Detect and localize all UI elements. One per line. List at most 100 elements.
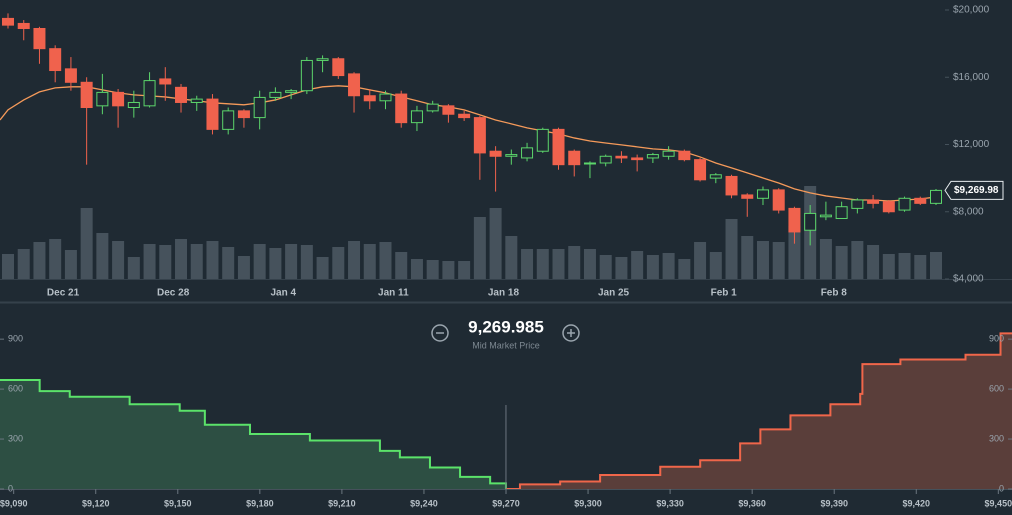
x-tick-label: Feb 1 [711,288,738,299]
candle-body [442,105,455,115]
volume-bar [112,241,125,279]
candle-body [348,73,361,97]
volume-bar [930,252,942,279]
candle-body [867,199,880,204]
volume-bar [536,249,549,279]
y-tick-label: 600 [989,383,1004,393]
volume-bar [788,226,801,279]
candle-body [2,17,14,26]
candle-body [80,81,93,109]
x-tick-label: $9,120 [82,498,110,508]
candle-body [552,128,565,166]
volume-bar [599,255,612,279]
volume-bar [521,249,534,279]
y-tick-label: $16,000 [953,72,990,83]
candle-body [363,95,376,102]
y-tick-label: $8,000 [953,206,984,217]
volume-bar [662,253,675,279]
zoom-in-circle[interactable] [562,324,580,342]
candle-body [206,98,219,130]
volume-bar [17,249,30,279]
volume-bar [2,254,14,279]
volume-bar [222,247,235,279]
volume-bar [819,239,832,279]
candle-body [756,189,769,199]
volume-bar [395,252,408,279]
volume-bar [237,256,250,279]
candle-body [458,113,471,119]
candle-body [583,162,596,165]
x-tick-label: $9,240 [410,498,438,508]
bids-line [0,378,507,489]
candle-body [410,110,423,124]
volume-bar [175,239,188,279]
volume-bar [285,244,298,279]
volume-bar [694,242,707,279]
candle-body [599,155,612,164]
candle-body [127,101,140,109]
candle-body [253,96,266,119]
candle-body [489,150,502,157]
last-price-label: $9,269.98 [954,185,999,196]
x-tick-label: $9,270 [492,498,520,508]
volume-bar [190,244,203,279]
volume-bar [96,233,109,279]
volume-bar [615,257,628,279]
y-tick-label: $12,000 [953,139,990,150]
volume-bar [772,242,785,279]
volume-bar [505,236,518,279]
x-tick-label: Jan 18 [488,288,520,299]
candle-body [316,58,329,61]
y-tick-label: $4,000 [953,274,984,285]
y-tick-label: $20,000 [953,5,990,16]
y-tick-label: 300 [989,433,1004,443]
candle-body [930,189,942,204]
x-tick-label: $9,090 [0,498,27,508]
volume-bar [64,250,77,279]
candle-body [772,189,785,211]
volume-bar [741,236,754,279]
candle-body [332,58,345,77]
volume-bar [159,245,172,279]
volume-bar [442,261,455,279]
volume-bar [348,241,361,279]
candle-body [851,199,864,209]
y-tick-label: 300 [8,433,23,443]
volume-bar [410,259,423,279]
mid-price: 9,269.985 [468,317,544,336]
candle-body [631,157,644,161]
asks-area [505,333,1012,489]
volume-bar [914,255,927,279]
candle-body [190,98,203,103]
volume-bar [206,241,219,279]
mid-price-caption: Mid Market Price [472,340,540,350]
x-tick-label: $9,360 [738,498,766,508]
candle-body [709,174,722,179]
volume-bar [583,249,596,279]
candle-body [804,212,817,231]
volume-bar [473,217,486,279]
x-tick-label: $9,180 [246,498,274,508]
volume-bar [489,208,502,279]
x-tick-label: $9,390 [820,498,848,508]
volume-bar [363,244,376,279]
candle-body [379,93,392,102]
candle-body [222,110,235,130]
zoom-in-button[interactable] [562,324,580,342]
candle-body [788,207,801,233]
candle-body [175,86,188,103]
x-tick-label: $9,420 [903,498,931,508]
candle-body [819,214,832,218]
volume-bar [426,260,439,279]
volume-bar [316,257,329,279]
last-price-marker [944,180,1004,200]
volume-bar [709,252,722,279]
candle-body [426,103,439,112]
volume-bar [332,247,345,279]
candle-body [725,175,738,196]
candle-body [300,59,313,92]
zoom-out-button[interactable] [431,324,449,342]
candle-body [505,154,518,157]
zoom-out-circle[interactable] [431,324,449,342]
